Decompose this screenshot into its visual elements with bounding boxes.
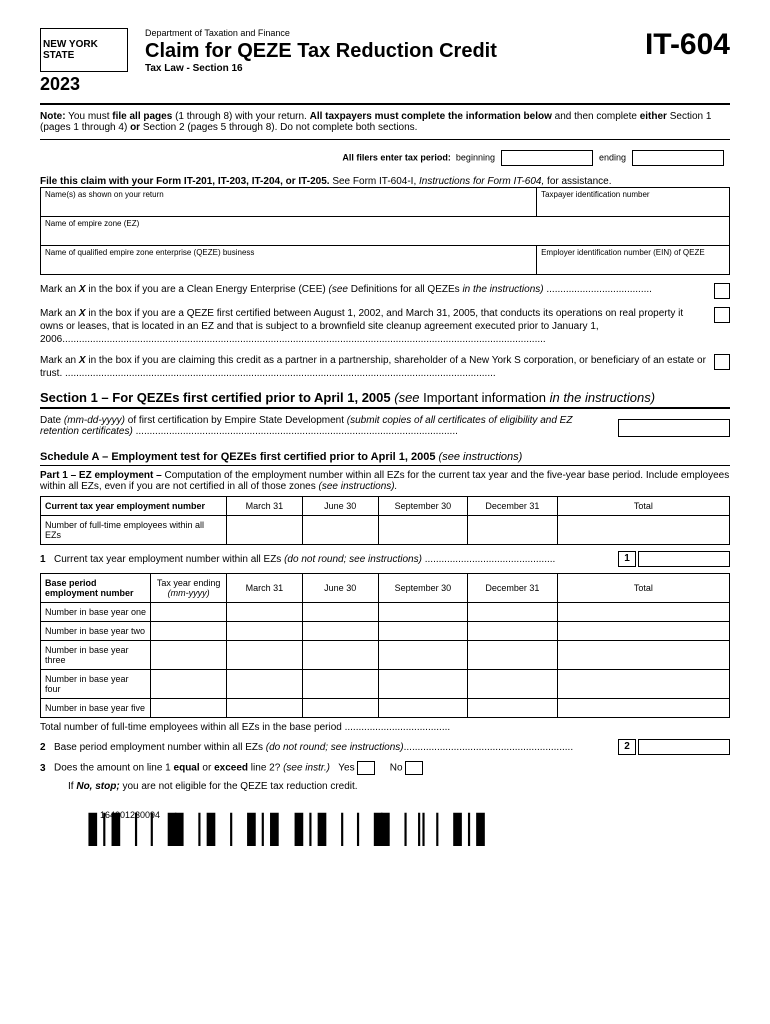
brownfield-check-row: Mark an X in the box if you are a QEZE f…: [40, 307, 730, 346]
ein-field[interactable]: Employer identification number (EIN) of …: [537, 246, 730, 275]
cy-total[interactable]: [557, 516, 729, 545]
form-title: Claim for QEZE Tax Reduction Credit: [145, 40, 645, 63]
part-1-text: Part 1 – EZ employment – Computation of …: [40, 470, 730, 492]
total-base-row: Total number of full-time employees with…: [40, 722, 730, 733]
form-header: NEW YORK STATE 2023 Department of Taxati…: [40, 28, 730, 95]
barcode-area: 164001230094 ▐│▌││▐▌│▌│▐│▌▐│▌││▐▌│║│▐│▌: [40, 810, 730, 840]
cy-jun[interactable]: [302, 516, 378, 545]
line-3-yes[interactable]: [357, 761, 375, 775]
cee-check-row: Mark an X in the box if you are a Clean …: [40, 283, 730, 299]
name-field[interactable]: Name(s) as shown on your return: [41, 188, 537, 217]
current-year-table: Current tax year employment numberMarch …: [40, 496, 730, 545]
tin-field[interactable]: Taxpayer identification number: [537, 188, 730, 217]
brownfield-checkbox[interactable]: [714, 307, 730, 323]
taxpayer-info-table: Name(s) as shown on your returnTaxpayer …: [40, 187, 730, 275]
partner-checkbox[interactable]: [714, 354, 730, 370]
partner-check-row: Mark an X in the box if you are claiming…: [40, 354, 730, 380]
form-number: IT-604: [645, 28, 730, 62]
tax-year: 2023: [40, 74, 135, 95]
period-end-input[interactable]: [632, 150, 724, 166]
ez-field[interactable]: Name of empire zone (EZ): [41, 217, 730, 246]
schedule-a-header: Schedule A – Employment test for QEZEs f…: [40, 451, 730, 466]
line-3-note: If No, stop; you are not eligible for th…: [68, 781, 730, 792]
line-3-row: 3 Does the amount on line 1 equal or exc…: [40, 761, 730, 775]
line-3-no[interactable]: [405, 761, 423, 775]
barcode-icon: ▐│▌││▐▌│▌│▐│▌▐│▌││▐▌│║│▐│▌: [80, 820, 730, 840]
filing-instruction: File this claim with your Form IT-201, I…: [40, 176, 730, 187]
cy-mar[interactable]: [227, 516, 303, 545]
cy-sep[interactable]: [378, 516, 468, 545]
tax-period-row: All filers enter tax period: beginningen…: [40, 150, 730, 166]
period-begin-input[interactable]: [501, 150, 593, 166]
cy-dec[interactable]: [468, 516, 558, 545]
base-period-table: Base period employment numberTax year en…: [40, 573, 730, 718]
section-1-header: Section 1 – For QEZEs first certified pr…: [40, 390, 730, 409]
qeze-field[interactable]: Name of qualified empire zone enterprise…: [41, 246, 537, 275]
cert-date-input[interactable]: [618, 419, 730, 437]
cee-checkbox[interactable]: [714, 283, 730, 299]
line-2-input[interactable]: [638, 739, 730, 755]
note-text: Note: You must file all pages (1 through…: [40, 111, 730, 133]
dept-label: Department of Taxation and Finance: [145, 28, 645, 38]
state-logo: NEW YORK STATE: [40, 28, 128, 72]
cert-date-row: Date (mm-dd-yyyy) of first certification…: [40, 415, 730, 437]
line-1-row: 1 Current tax year employment number wit…: [40, 551, 730, 567]
line-2-row: 2 Base period employment number within a…: [40, 739, 730, 755]
form-subtitle: Tax Law - Section 16: [145, 63, 645, 74]
line-1-input[interactable]: [638, 551, 730, 567]
